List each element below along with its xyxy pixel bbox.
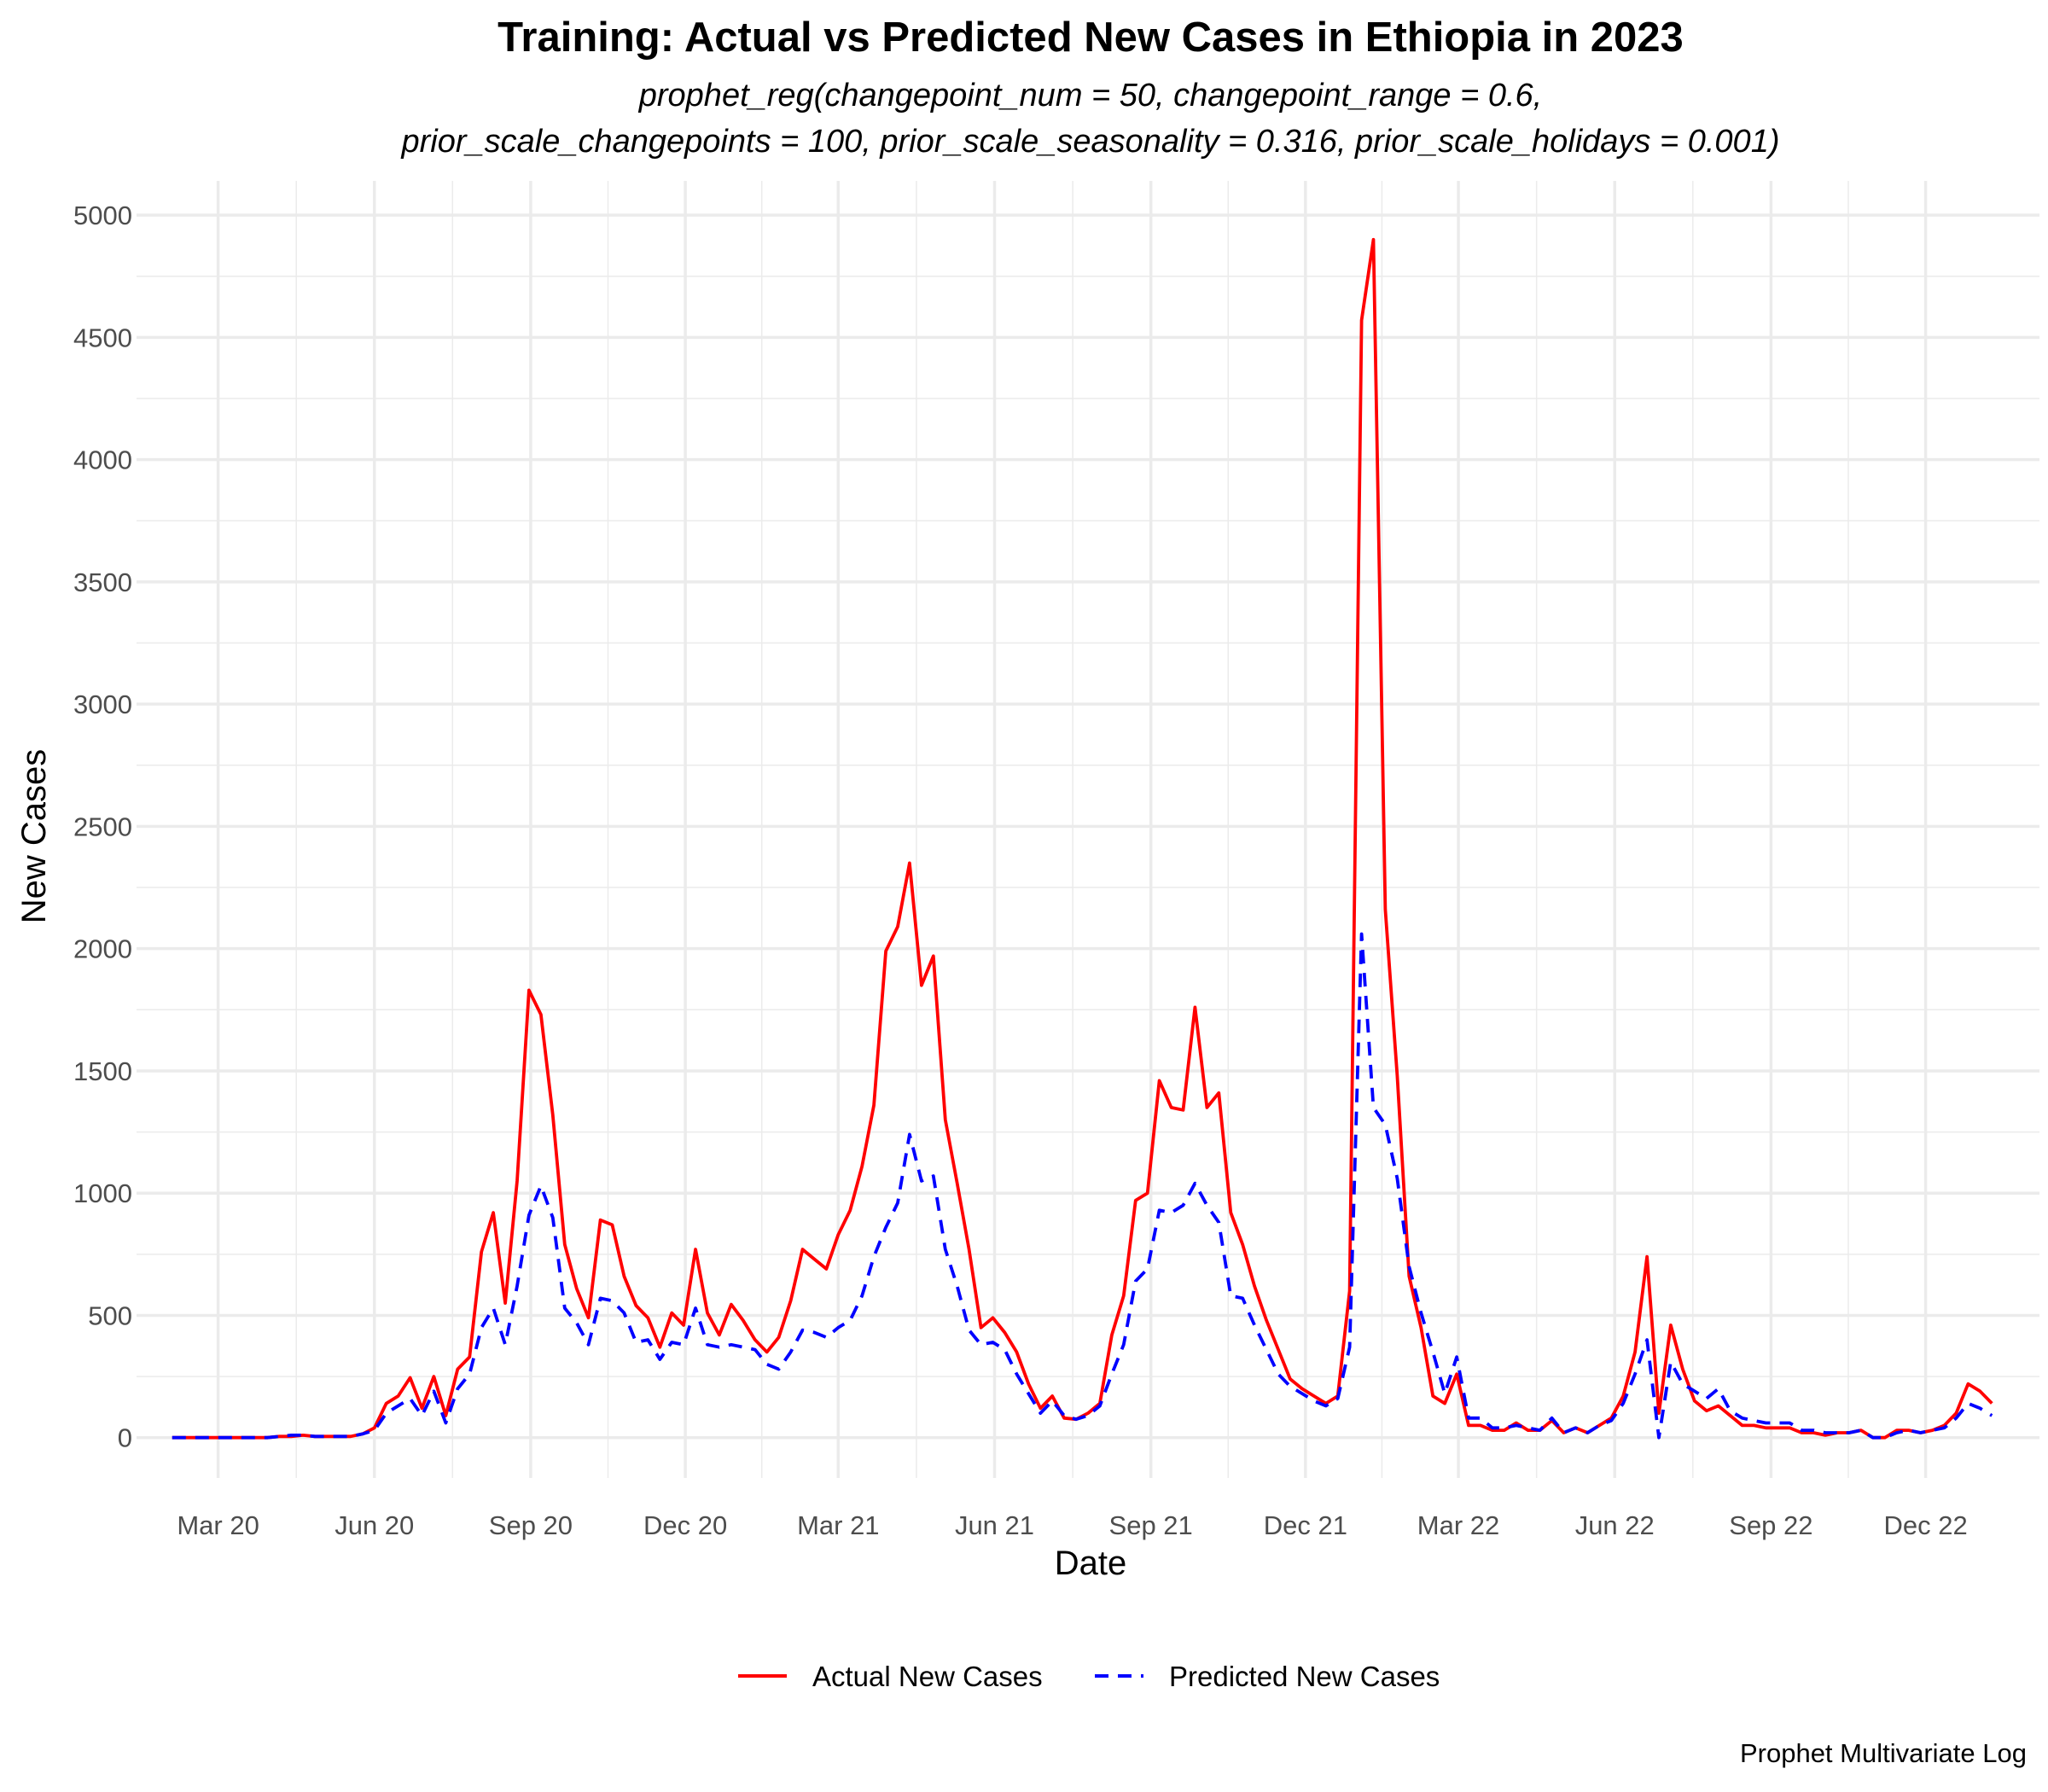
legend-label-actual: Actual New Cases — [812, 1661, 1043, 1692]
gridlines — [137, 181, 2039, 1478]
y-tick-labels: 0 500 1000 1500 2000 2500 3000 3500 4000 4500 5000 — [73, 201, 132, 1453]
y-axis-title: New Cases — [15, 749, 53, 924]
x-tick-label: Mar 22 — [1417, 1510, 1499, 1540]
y-tick-label: 5000 — [73, 201, 132, 230]
x-tick-label: Jun 22 — [1575, 1510, 1655, 1540]
x-tick-label: Dec 22 — [1883, 1510, 1967, 1540]
chart-title: Training: Actual vs Predicted New Cases … — [497, 15, 1684, 61]
y-tick-label: 4500 — [73, 323, 132, 352]
x-tick-label: Mar 21 — [797, 1510, 879, 1540]
series-line-predicted — [172, 932, 1993, 1440]
y-tick-label: 1000 — [73, 1178, 132, 1208]
legend-label-predicted: Predicted New Cases — [1169, 1661, 1440, 1692]
x-tick-label: Jun 20 — [335, 1510, 414, 1540]
y-tick-label: 0 — [118, 1423, 132, 1453]
y-tick-label: 3500 — [73, 567, 132, 597]
x-tick-label: Sep 20 — [489, 1510, 573, 1540]
x-tick-label: Dec 21 — [1264, 1510, 1347, 1540]
y-tick-label: 4000 — [73, 445, 132, 475]
y-tick-label: 3000 — [73, 689, 132, 719]
x-tick-label: Sep 21 — [1109, 1510, 1193, 1540]
y-tick-label: 2000 — [73, 934, 132, 964]
x-tick-label: Jun 21 — [955, 1510, 1034, 1540]
x-tick-labels: Mar 20 Jun 20 Sep 20 Dec 20 Mar 21 Jun 21 Sep … — [177, 1510, 1967, 1540]
legend: Actual New Cases Predicted New Cases — [738, 1661, 1440, 1692]
x-tick-label: Dec 20 — [643, 1510, 727, 1540]
x-axis-title: Date — [1055, 1545, 1127, 1582]
chart-caption: Prophet Multivariate Log — [1740, 1738, 2027, 1768]
x-tick-label: Mar 20 — [177, 1510, 259, 1540]
chart-subtitle-line-2: prior_scale_changepoints = 100, prior_sc… — [401, 124, 1780, 160]
x-tick-label: Sep 22 — [1729, 1510, 1812, 1540]
y-tick-label: 2500 — [73, 812, 132, 841]
y-tick-label: 500 — [88, 1300, 132, 1330]
y-tick-label: 1500 — [73, 1056, 132, 1086]
series-lines — [172, 237, 1993, 1440]
chart-subtitle-line-1: prophet_reg(changepoint_num = 50, change… — [638, 78, 1543, 113]
